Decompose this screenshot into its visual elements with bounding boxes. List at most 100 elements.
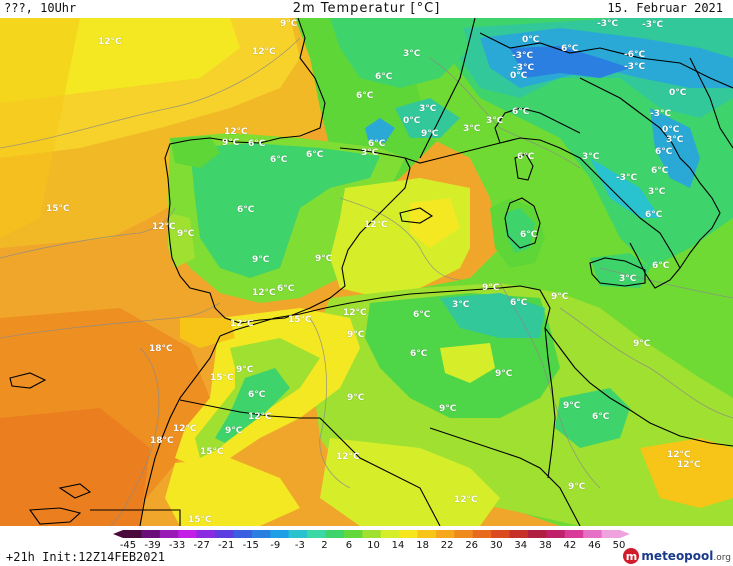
scale-tick-label: 22 xyxy=(440,540,454,551)
temperature-label: 9°C xyxy=(236,365,254,375)
valid-time-label: ???, 10Uhr xyxy=(4,1,77,15)
model-run-label: +21h Init:12Z14FEB2021 xyxy=(6,550,165,564)
temperature-label: 12°C xyxy=(98,37,122,47)
scale-swatch xyxy=(472,530,492,538)
temperature-label: 6°C xyxy=(356,91,374,101)
temperature-label: 3°C xyxy=(361,148,379,158)
header-bar: ???, 10Uhr 2m Temperatur [°C] 15. Februa… xyxy=(0,0,733,18)
temperature-label: 9°C xyxy=(177,229,195,239)
temperature-label: 6°C xyxy=(368,139,386,149)
scale-tick-label: -39 xyxy=(144,540,161,551)
scale-swatch xyxy=(178,530,198,538)
temperature-label: 6°C xyxy=(510,298,528,308)
scale-swatch xyxy=(509,530,529,538)
temperature-label: 12°C xyxy=(677,460,701,470)
brand-tld: .org xyxy=(713,553,731,563)
scale-tick-label: 10 xyxy=(367,540,380,551)
temperature-label: 9°C xyxy=(225,426,243,436)
temperature-label: 12°C xyxy=(343,308,367,318)
scale-swatch xyxy=(343,530,363,538)
temperature-label: 3°C xyxy=(582,152,600,162)
temperature-label: 9°C xyxy=(252,255,270,265)
scale-tip-right xyxy=(620,530,630,538)
scale-tick-label: 2 xyxy=(321,540,328,551)
temperature-label: 6°C xyxy=(375,72,393,82)
temperature-label: -3°C xyxy=(597,19,619,29)
scale-tick-label: -21 xyxy=(218,540,235,551)
temperature-label: 6°C xyxy=(410,349,428,359)
scale-tick-label: 38 xyxy=(538,540,552,551)
scale-tick-label: 30 xyxy=(489,540,503,551)
temperature-label: 0°C xyxy=(403,116,421,126)
temperature-label: 12°C xyxy=(173,424,197,434)
temperature-label: -3°C xyxy=(624,62,646,72)
scale-swatch xyxy=(233,530,253,538)
temperature-label: 0°C xyxy=(669,88,687,98)
scale-tick-label: -9 xyxy=(270,540,281,551)
temperature-label: 12°C xyxy=(230,319,254,329)
temperature-label: 12°C xyxy=(364,220,388,230)
scale-tick-label: -33 xyxy=(168,540,186,551)
temperature-label: 9°C xyxy=(421,129,439,139)
temperature-label: 0°C xyxy=(662,125,680,135)
temperature-label: 9°C xyxy=(633,339,651,349)
temperature-label: 3°C xyxy=(403,49,421,59)
scale-swatch xyxy=(362,530,382,538)
temperature-label: 9°C xyxy=(563,401,581,411)
temperature-label: 6°C xyxy=(512,107,530,117)
temperature-label: 9°C xyxy=(495,369,513,379)
scale-swatch xyxy=(380,530,400,538)
scale-tip-left xyxy=(113,530,123,538)
temperature-label: 12°C xyxy=(454,495,478,505)
scale-swatch xyxy=(491,530,511,538)
temperature-label: 6°C xyxy=(413,310,431,320)
temperature-label: 6°C xyxy=(237,205,255,215)
temperature-label: -3°C xyxy=(616,173,638,183)
scale-tick-label: 50 xyxy=(612,540,626,551)
temperature-label: -3°C xyxy=(650,109,672,119)
footer-bar: -45 -39 -33 -27 -21 -15 -9 -3 2 6 10 14 18 22 26 30 34 38… xyxy=(0,526,733,566)
scale-swatch xyxy=(251,530,271,538)
scale-swatch xyxy=(601,530,621,538)
scale-tick-label: 6 xyxy=(345,540,353,551)
temperature-label: 6°C xyxy=(655,147,673,157)
temperature-label: 9°C xyxy=(482,283,500,293)
scale-tick-label: 46 xyxy=(588,540,601,551)
temperature-label: 15°C xyxy=(46,204,70,214)
scale-swatch xyxy=(159,530,179,538)
temperature-label: 6°C xyxy=(248,390,266,400)
temperature-label: 12°C xyxy=(248,412,272,422)
scale-tick-label: 42 xyxy=(563,540,577,551)
temperature-label: 12°C xyxy=(252,47,276,57)
temperature-label: 15°C xyxy=(188,515,212,525)
temperature-label: 6°C xyxy=(277,284,295,294)
temperature-label: -3°C xyxy=(642,20,664,30)
temperature-label: 12°C xyxy=(224,127,248,137)
temperature-label: -6°C xyxy=(624,50,646,60)
scale-swatch xyxy=(307,530,326,538)
temperature-label: 6°C xyxy=(306,150,324,160)
temperature-label: 9°C xyxy=(551,292,569,302)
brand-logo[interactable]: m meteopool.org xyxy=(623,548,731,564)
temperature-label: 6°C xyxy=(248,139,266,149)
valid-date-label: 15. Februar 2021 xyxy=(607,1,723,15)
scale-swatch xyxy=(527,530,547,538)
temperature-label: 3°C xyxy=(419,104,437,114)
scale-swatch xyxy=(583,530,603,538)
temperature-label: 0°C xyxy=(522,35,540,45)
scale-swatch xyxy=(564,530,584,538)
scale-swatch xyxy=(325,530,345,538)
brand-name: meteopool xyxy=(641,549,714,563)
temperature-label: 9°C xyxy=(315,254,333,264)
temperature-label: 3°C xyxy=(619,274,637,284)
temperature-label: 9°C xyxy=(439,404,457,414)
temperature-label: 15°C xyxy=(288,315,312,325)
scale-tick-label: -45 xyxy=(119,540,137,551)
temperature-label: 3°C xyxy=(463,124,481,134)
temperature-label: 9°C xyxy=(568,482,586,492)
scale-swatch xyxy=(123,530,142,538)
temperature-label: 6°C xyxy=(561,44,579,54)
temperature-label: 6°C xyxy=(517,152,535,162)
temperature-label: 3°C xyxy=(666,135,684,145)
map-title: 2m Temperatur [°C] xyxy=(292,1,441,16)
